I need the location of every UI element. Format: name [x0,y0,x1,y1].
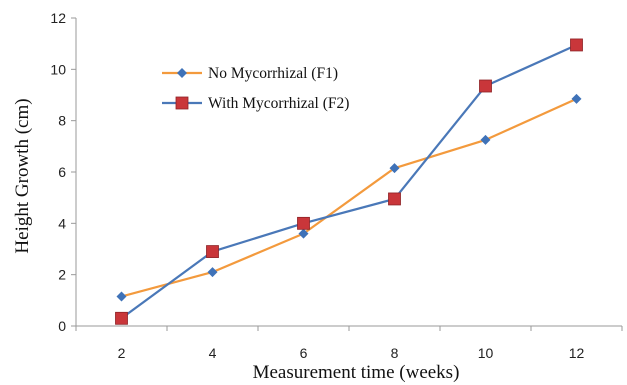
series-1-line [121,97,577,298]
series-2-point [297,216,310,230]
legend-entry-2: With Mycorrhizal (F2) [162,95,349,112]
series-2-point [570,38,583,52]
y-axis-title: Height Growth (cm) [12,98,33,253]
x-tick-label: 6 [300,345,308,361]
series-2-line [120,43,577,320]
axes: 0 2 4 6 8 10 12 2 4 6 8 10 12 [50,10,623,361]
y-ticks: 0 2 4 6 8 10 12 [50,10,76,334]
series-1 [116,93,582,302]
legend-entry-1: No Mycorrhizal (F1) [162,65,338,82]
y-tick-label: 12 [50,10,66,26]
series-1-point [480,134,491,145]
legend-label: No Mycorrhizal (F1) [208,65,338,82]
series-2-point [479,79,492,93]
y-tick-label: 8 [58,113,66,129]
series-2-point [206,245,219,258]
y-tick-label: 0 [58,318,66,334]
y-tick-label: 2 [58,267,66,283]
series-1-point [571,93,582,104]
series-1-point [298,228,309,239]
series-1-point [207,267,218,278]
x-tick-label: 8 [391,345,399,361]
x-tick-label: 4 [209,345,217,361]
series-1-point [389,163,400,174]
x-axis-title: Measurement time (weeks) [253,362,460,383]
x-tick-label: 2 [118,345,126,361]
y-tick-label: 6 [58,164,66,180]
legend-label: With Mycorrhizal (F2) [208,95,349,112]
y-tick-label: 10 [50,61,66,77]
legend-marker [175,96,189,110]
series-1-point [116,291,127,302]
x-tick-label: 10 [478,345,494,361]
x-ticks: 2 4 6 8 10 12 [75,326,623,361]
x-tick-label: 12 [569,345,585,361]
legend-marker [177,68,187,78]
legend: No Mycorrhizal (F1) With Mycorrhizal (F2) [162,65,349,112]
series-layer [115,38,583,325]
series-2-point [388,192,401,206]
series-2-point [115,311,128,325]
series-2 [115,38,583,325]
y-tick-label: 4 [58,215,66,231]
